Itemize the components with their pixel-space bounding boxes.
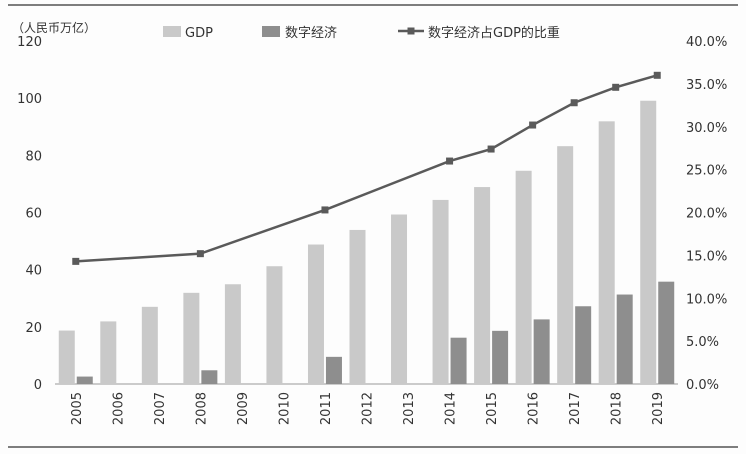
- ratio-point: [487, 145, 495, 153]
- x-tick-label: 2018: [610, 392, 625, 425]
- x-tick-label: 2007: [153, 392, 168, 425]
- ratio-point: [529, 121, 537, 129]
- left-tick-label: 100: [17, 92, 42, 107]
- ratio-point: [321, 206, 329, 214]
- bar-digital-economy: [325, 356, 342, 384]
- bar-gdp: [58, 330, 75, 384]
- right-tick-label: 25.0%: [686, 164, 727, 179]
- bar-digital-economy: [450, 337, 467, 384]
- x-tick-label: 2015: [485, 392, 500, 425]
- left-tick-label: 20: [25, 321, 42, 336]
- x-tick-label: 2008: [194, 392, 209, 425]
- x-tick-label: 2017: [568, 392, 583, 425]
- bar-gdp: [266, 266, 283, 384]
- bar-gdp: [141, 306, 158, 384]
- bar-digital-economy: [658, 281, 675, 384]
- x-tick-label: 2009: [236, 392, 251, 425]
- left-tick-label: 60: [25, 207, 42, 222]
- x-tick-label: 2005: [70, 392, 85, 425]
- right-tick-label: 0.0%: [686, 378, 719, 393]
- left-tick-label: 0: [34, 378, 42, 393]
- bar-digital-economy: [575, 306, 592, 384]
- ratio-line: [72, 71, 661, 265]
- bars: [58, 100, 675, 385]
- bar-digital-economy: [76, 376, 93, 384]
- bar-digital-economy: [492, 330, 509, 384]
- bar-gdp: [100, 321, 117, 384]
- bar-digital-economy: [616, 294, 633, 384]
- right-tick-label: 30.0%: [686, 121, 727, 136]
- x-tick-label: 2011: [319, 392, 334, 425]
- ratio-point: [196, 250, 204, 258]
- ratio-point: [72, 257, 80, 265]
- bar-gdp: [432, 199, 449, 384]
- bar-gdp: [598, 121, 615, 385]
- x-tick-label: 2019: [651, 392, 666, 425]
- left-tick-label: 40: [25, 264, 42, 279]
- bar-digital-economy: [533, 319, 550, 384]
- right-tick-label: 5.0%: [686, 335, 719, 350]
- ratio-point: [446, 157, 454, 165]
- ratio-point: [570, 99, 578, 107]
- right-axis: 0.0% 5.0% 10.0% 15.0% 20.0% 25.0% 30.0% 35.0% 40…: [686, 35, 727, 393]
- right-tick-label: 40.0%: [686, 35, 727, 50]
- bar-gdp: [640, 100, 657, 384]
- x-tick-label: 2014: [444, 392, 459, 425]
- legend-marker-ratio: [407, 27, 415, 35]
- legend-swatch-digital-economy: [262, 26, 280, 37]
- legend-swatch-gdp: [163, 26, 181, 37]
- x-tick-label: 2006: [111, 392, 126, 425]
- x-tick-label: 2013: [402, 392, 417, 425]
- bar-digital-economy: [201, 370, 218, 384]
- left-axis: 0 20 40 60 80 100 120: [17, 35, 42, 393]
- y-unit-label: （人民币万亿）: [12, 20, 96, 35]
- legend-label-digital-economy: 数字经济: [285, 26, 337, 41]
- legend-label-gdp: GDP: [185, 26, 213, 41]
- x-axis: 2005 2006 2007 2008 2009 2010 2011 2012 2013 2014…: [70, 392, 666, 425]
- left-tick-label: 120: [17, 35, 42, 50]
- ratio-point: [612, 83, 620, 91]
- bar-gdp: [557, 146, 574, 384]
- ratio-point: [653, 71, 661, 79]
- right-tick-label: 35.0%: [686, 78, 727, 93]
- x-tick-label: 2012: [361, 392, 376, 425]
- right-tick-label: 20.0%: [686, 207, 727, 222]
- x-tick-label: 2016: [527, 392, 542, 425]
- right-tick-label: 10.0%: [686, 292, 727, 307]
- left-tick-label: 80: [25, 149, 42, 164]
- bar-gdp: [474, 187, 491, 384]
- x-tick-label: 2010: [277, 392, 292, 425]
- bar-gdp: [307, 244, 324, 384]
- bar-gdp: [349, 229, 366, 384]
- legend-label-ratio: 数字经济占GDP的比重: [428, 25, 560, 41]
- right-tick-label: 15.0%: [686, 249, 727, 264]
- bar-gdp: [391, 214, 408, 384]
- legend: GDP 数字经济 数字经济占GDP的比重: [163, 25, 560, 41]
- bar-gdp: [224, 284, 241, 384]
- bar-gdp: [515, 170, 532, 384]
- bar-gdp: [183, 292, 200, 384]
